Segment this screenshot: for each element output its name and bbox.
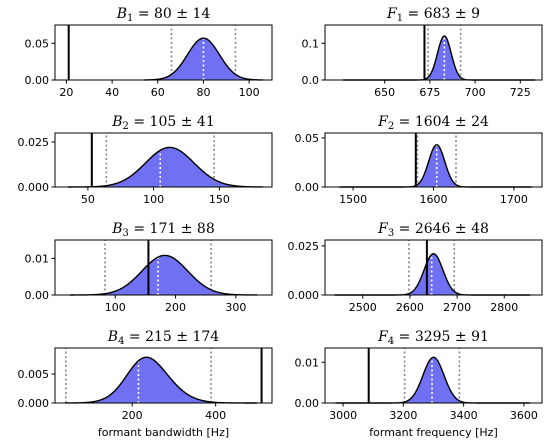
x-tick-label-4-2: 1600	[420, 193, 448, 206]
x-tick-label-2-2: 675	[419, 86, 440, 99]
panel-title-4: F2 = 1604 ± 24	[377, 114, 489, 132]
x-tick-label-2-3: 700	[465, 86, 486, 99]
density-fill-7	[65, 357, 258, 403]
x-tick-label-3-3: 150	[209, 193, 230, 206]
panel-title-1: B1 = 80 ± 14	[116, 6, 211, 24]
x-tick-label-4-3: 1700	[500, 193, 528, 206]
density-curve-3	[68, 146, 263, 188]
x-tick-label-1-4: 80	[196, 86, 210, 99]
panel-6: 2500 2600 2700 2800 0.000 0.025 F3 = 2646 ± 48	[288, 221, 543, 314]
y-tick-label-6-1: 0.000	[288, 289, 320, 302]
x-tick-label-8-2: 3200	[389, 409, 417, 422]
panel-1: 20 40 60 80 100 0.00 0.05 B1 = 80 ± 14	[25, 6, 273, 99]
density-fill-5	[70, 255, 257, 295]
x-axis-label-8: formant frequency [Hz]	[369, 426, 497, 439]
x-tick-label-2-1: 650	[374, 86, 395, 99]
panel-title-6: F3 = 2646 ± 48	[377, 221, 489, 239]
axes-frame-2	[324, 24, 543, 81]
y-tick-label-4-2: 0.05	[295, 132, 320, 145]
x-axis-label-7: formant bandwidth [Hz]	[98, 426, 229, 439]
x-tick-label-3-1: 50	[81, 193, 95, 206]
x-tick-label-5-2: 200	[165, 301, 186, 314]
x-tick-label-8-4: 3600	[510, 409, 538, 422]
density-fill-2	[343, 36, 535, 80]
density-fill-3	[68, 147, 263, 187]
panel-title-3: B2 = 105 ± 41	[111, 114, 214, 132]
x-tick-label-8-3: 3400	[450, 409, 478, 422]
x-tick-label-1-3: 60	[151, 86, 165, 99]
y-tick-label-1-2: 0.05	[25, 37, 50, 50]
x-tick-label-6-1: 2500	[349, 301, 377, 314]
density-curve-5	[70, 254, 257, 296]
y-tick-label-7-1: 0.000	[18, 397, 50, 410]
x-tick-label-7-2: 400	[205, 409, 226, 422]
axes-frame-1	[54, 24, 273, 81]
y-tick-label-5-1: 0.00	[25, 289, 50, 302]
x-tick-label-5-1: 100	[105, 301, 126, 314]
x-tick-label-4-1: 1500	[339, 193, 367, 206]
panel-title-8: F4 = 3295 ± 91	[377, 329, 489, 347]
y-tick-label-8-1: 0.00	[295, 397, 320, 410]
x-tick-label-8-1: 3000	[329, 409, 357, 422]
y-tick-label-1-1: 0.00	[25, 74, 50, 87]
panel-5: 100 200 300 0.00 0.01 B3 = 171 ± 88	[25, 221, 273, 314]
y-tick-label-2-2: 0.1	[302, 37, 320, 50]
x-tick-label-6-4: 2800	[490, 301, 518, 314]
x-tick-label-2-4: 725	[510, 86, 531, 99]
axes-frame-6	[324, 239, 543, 296]
panel-7: 200 400 0.000 0.005 B4 = 215 ± 174 formant ba…	[18, 329, 273, 439]
panel-4: 1500 1600 1700 0.00 0.05 F2 = 1604 ± 24	[295, 114, 543, 206]
y-tick-label-2-1: 0.0	[302, 74, 320, 87]
density-fill-6	[334, 253, 531, 295]
axes-frame-3	[54, 132, 273, 188]
panel-title-7: B4 = 215 ± 174	[107, 329, 219, 347]
axes-frame-5	[54, 239, 273, 296]
x-tick-label-5-3: 300	[225, 301, 246, 314]
panel-2: 650 675 700 725 0.0 0.1 F1 = 683 ± 9	[302, 6, 543, 99]
y-tick-label-6-2: 0.025	[288, 240, 320, 253]
axes-frame-7	[54, 347, 273, 404]
axes-frame-8	[324, 347, 543, 404]
x-tick-label-1-2: 40	[105, 86, 119, 99]
x-tick-label-6-2: 2600	[396, 301, 424, 314]
density-fill-1	[144, 38, 263, 80]
density-fill-4	[339, 144, 532, 187]
x-tick-label-1-5: 100	[239, 86, 260, 99]
y-tick-label-3-2: 0.025	[18, 136, 50, 149]
panel-title-2: F1 = 683 ± 9	[386, 6, 480, 24]
y-tick-label-3-1: 0.000	[18, 181, 50, 194]
y-tick-label-8-2: 0.01	[295, 356, 320, 369]
x-tick-label-7-1: 200	[122, 409, 143, 422]
panel-8: 3000 3200 3400 3600 0.00 0.01 F4 = 3295 ± 91 fo…	[295, 329, 543, 439]
y-tick-label-7-2: 0.005	[18, 368, 50, 381]
x-tick-label-1-1: 20	[59, 86, 73, 99]
density-curve-1	[144, 37, 263, 81]
y-tick-label-4-1: 0.00	[295, 181, 320, 194]
panel-3: 50 100 150 0.000 0.025 B2 = 105 ± 41	[18, 114, 273, 206]
y-tick-label-5-2: 0.01	[25, 252, 50, 265]
panel-title-5: B3 = 171 ± 88	[111, 221, 214, 239]
x-tick-label-3-2: 100	[143, 193, 164, 206]
x-tick-label-6-3: 2700	[443, 301, 471, 314]
